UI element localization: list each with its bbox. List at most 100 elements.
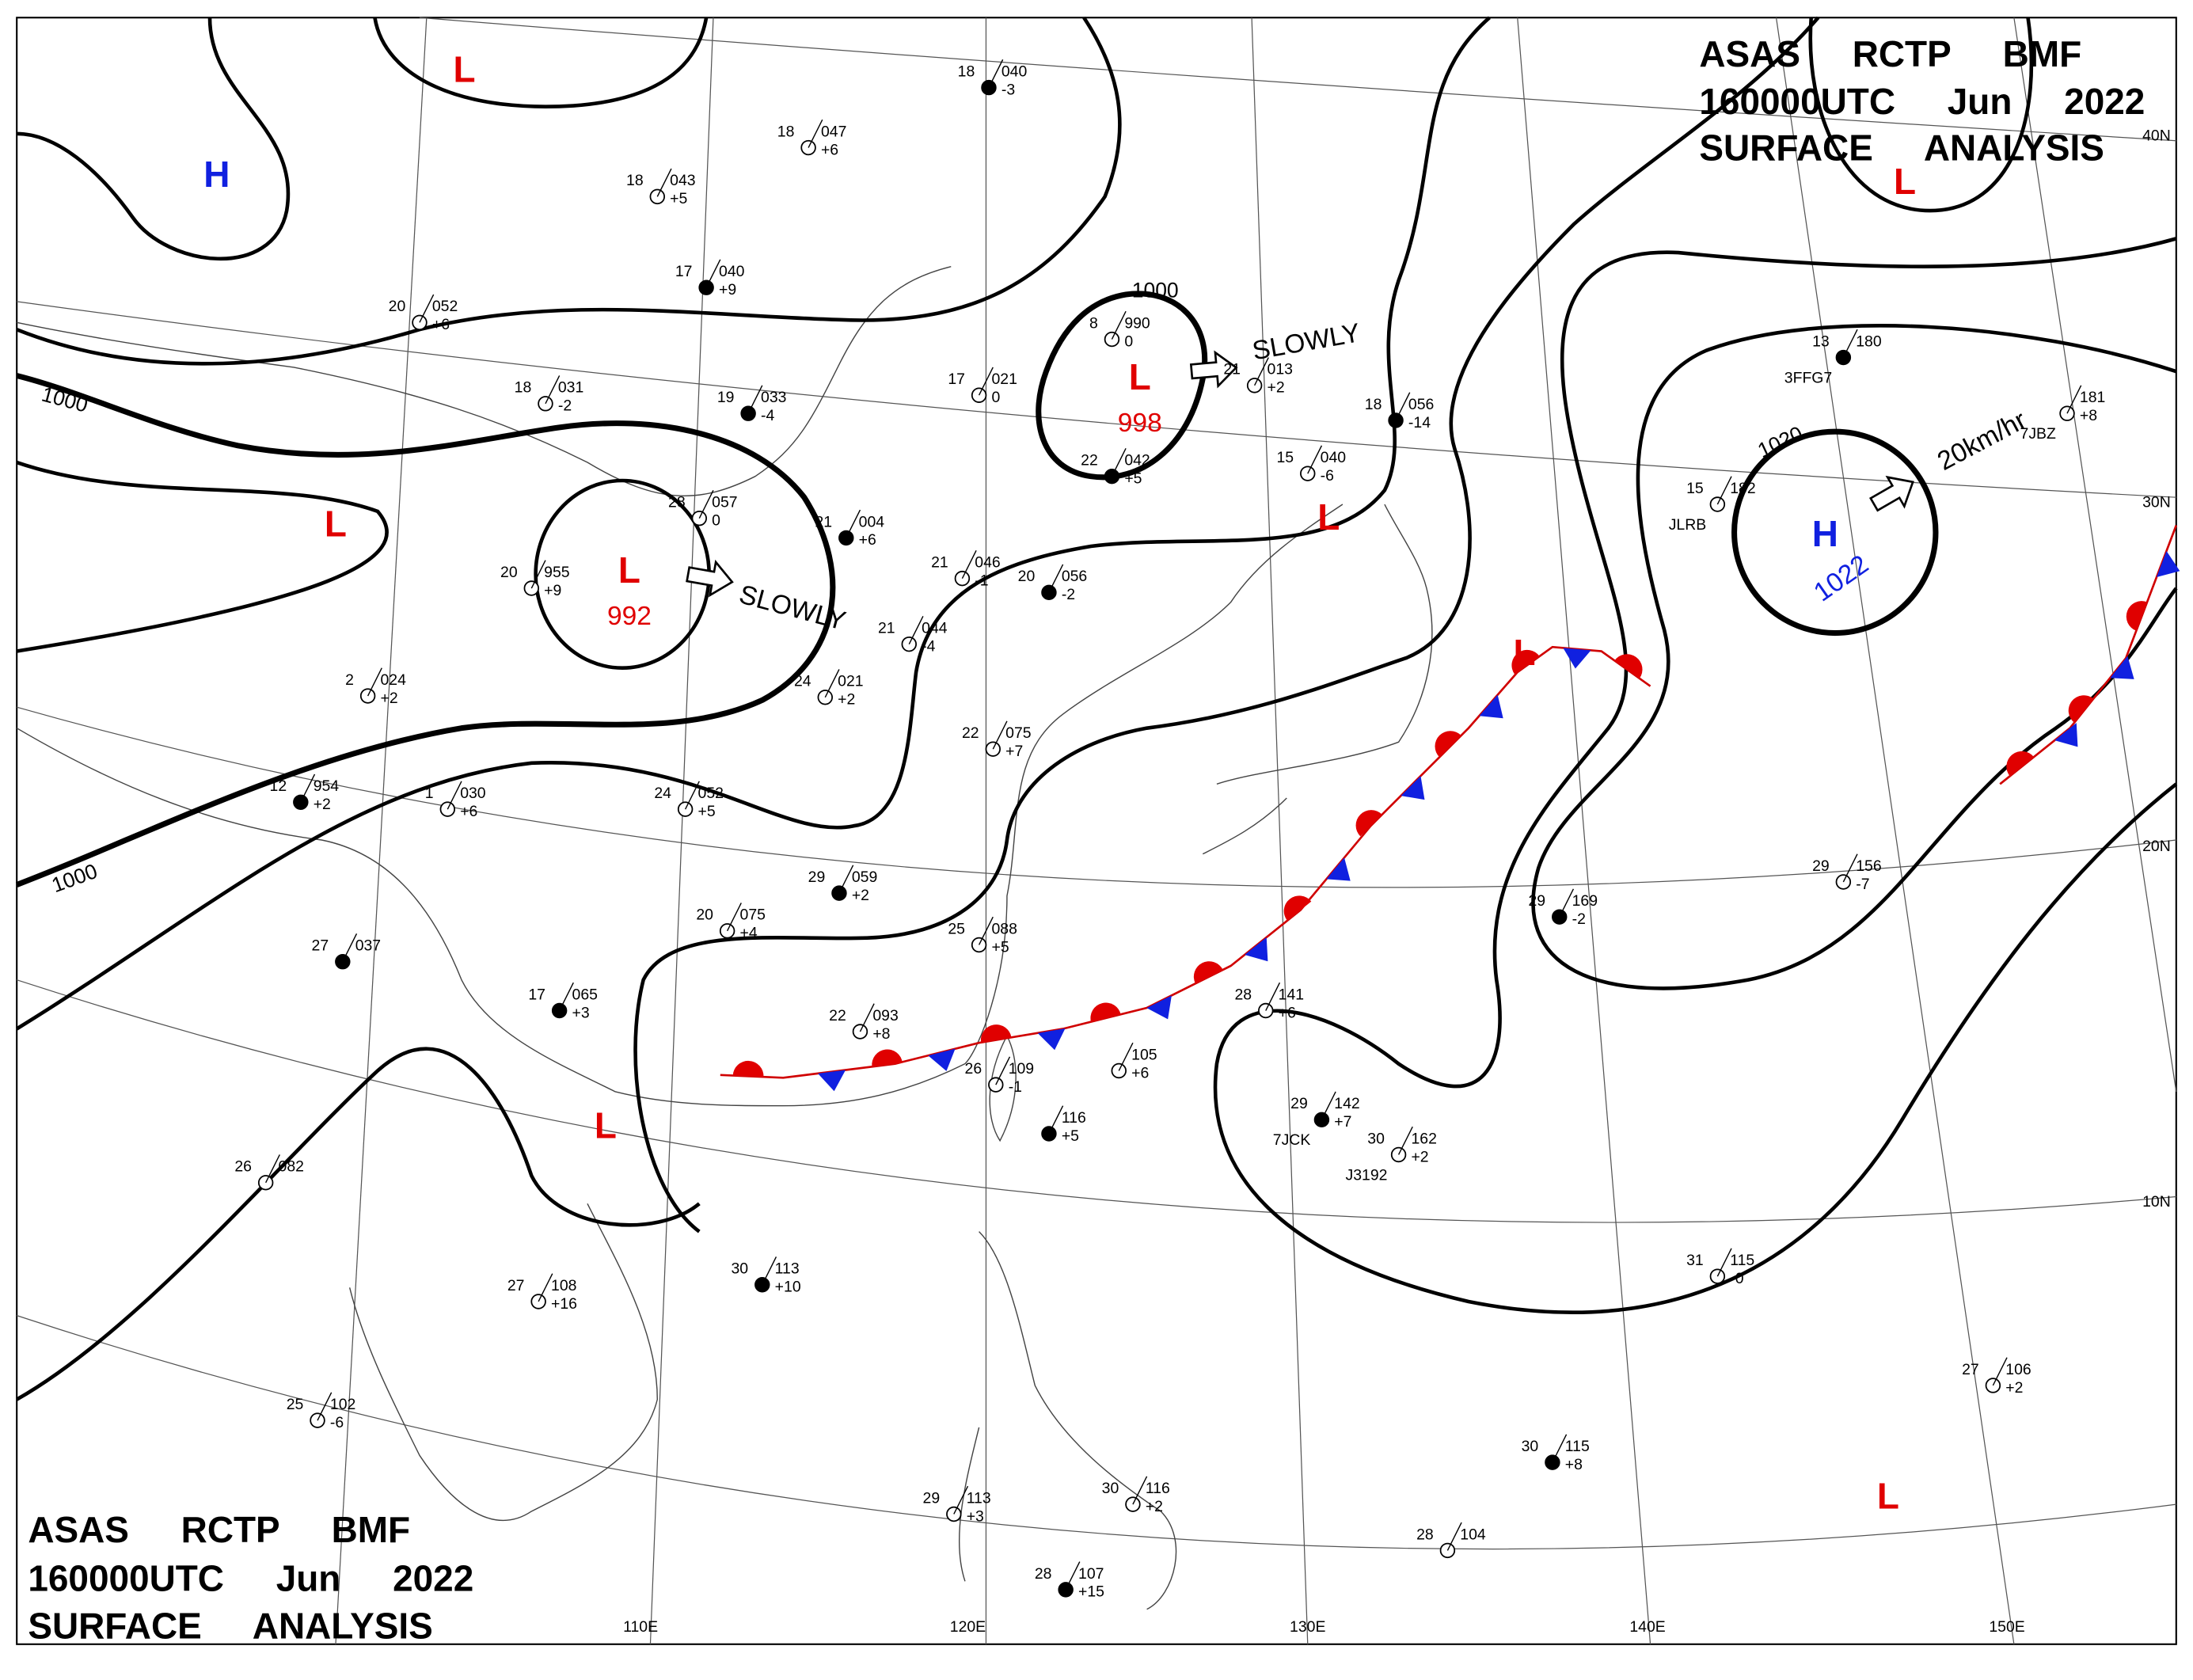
- isobar: [633, 16, 1820, 1233]
- longitude-label: 140E: [1629, 1618, 1665, 1636]
- wind-barb: [1559, 888, 1575, 918]
- station-tendency: +10: [775, 1279, 801, 1296]
- coastline: [16, 504, 1344, 1107]
- station-pressure: 037: [355, 937, 381, 955]
- wind-barb: [530, 560, 546, 589]
- station-plot: 21 044-4: [878, 616, 948, 656]
- station-temperature: 21: [815, 513, 833, 530]
- station-tendency: +8: [1565, 1456, 1583, 1473]
- station-plot: 25 102-6: [287, 1392, 355, 1431]
- station-pressure: 105: [1131, 1046, 1157, 1063]
- station-temperature: 20: [696, 907, 713, 924]
- wind-barb: [1048, 1105, 1064, 1135]
- coastline: [348, 1203, 659, 1521]
- station-temperature: 30: [1367, 1130, 1385, 1147]
- station-temperature: 18: [958, 63, 975, 80]
- station-tendency: +2: [1411, 1148, 1428, 1165]
- header-line: 160000UTC Jun 2022: [1699, 81, 2145, 122]
- station-temperature: 2: [345, 671, 354, 689]
- station-plot: 15 040-6: [1276, 445, 1346, 485]
- coastline: [989, 1034, 1017, 1142]
- wind-barb: [367, 667, 382, 697]
- station-tendency: +6: [1279, 1004, 1296, 1021]
- wind-barb: [698, 490, 714, 519]
- station-pressure: 075: [1005, 724, 1031, 742]
- station-plot: 26 082: [234, 1154, 304, 1191]
- system-label: L: [453, 49, 475, 90]
- wind-barb: [705, 259, 721, 288]
- warm-front-symbol: [1090, 1002, 1121, 1022]
- station-plot: 31 115-0: [1686, 1248, 1754, 1287]
- station-circle: [538, 396, 553, 412]
- wind-barb: [538, 1273, 553, 1302]
- system-label: L: [618, 549, 640, 591]
- system-label: L: [325, 504, 347, 545]
- station-plot: 28 107+15: [1035, 1561, 1104, 1601]
- station-temperature: 31: [1686, 1252, 1704, 1269]
- station-plot: 29 156-7: [1812, 853, 1882, 893]
- station-plot: 105+6: [1111, 1042, 1157, 1081]
- station-pressure: 047: [821, 123, 846, 140]
- station-temperature: 21: [931, 554, 948, 572]
- system-pressure: 992: [607, 602, 652, 631]
- station-temperature: 20: [389, 298, 406, 315]
- station-circle: [838, 530, 854, 546]
- station-temperature: 29: [808, 869, 826, 886]
- station-tendency: +15: [1078, 1583, 1104, 1601]
- latitude-label: 40N: [2142, 127, 2171, 145]
- system-label: L: [595, 1104, 617, 1146]
- station-id: 7JCK: [1273, 1131, 1311, 1149]
- isobars: [15, 16, 2178, 1401]
- station-circle: [1300, 466, 1316, 481]
- station-tendency: +5: [992, 938, 1009, 956]
- station-tendency: -4: [761, 407, 774, 424]
- station-tendency: +7: [1005, 743, 1023, 760]
- station-tendency: +6: [821, 141, 838, 158]
- station-tendency: -1: [1009, 1078, 1022, 1096]
- station-tendency: +5: [670, 190, 687, 207]
- header-line: ASAS RCTP BMF: [1699, 33, 2081, 74]
- station-plot: 17 040+9: [675, 259, 745, 298]
- station-temperature: 28: [668, 494, 686, 511]
- cold-front-symbol: [818, 1070, 846, 1092]
- station-plot: 30 162+2 J3192: [1346, 1126, 1437, 1184]
- station-temperature: 1: [425, 785, 434, 802]
- wind-barb: [656, 168, 672, 197]
- cold-front-symbol: [928, 1048, 956, 1071]
- wind-barb: [1111, 448, 1127, 477]
- isobar: [16, 1047, 701, 1401]
- warm-front-symbol: [980, 1024, 1012, 1043]
- station-circle: [981, 79, 997, 96]
- station-pressure: 141: [1279, 986, 1304, 1003]
- wind-barb: [1253, 357, 1269, 386]
- header: ASAS RCTP BMF 160000UTC Jun 2022 SURFACE…: [1699, 33, 2145, 168]
- longitude-label: 120E: [950, 1618, 986, 1636]
- station-plot: 25 088+5: [948, 916, 1017, 956]
- station-temperature: 18: [626, 172, 644, 189]
- station-temperature: 20: [1018, 568, 1036, 585]
- station-temperature: 18: [515, 379, 532, 397]
- station-tendency: +8: [2080, 407, 2097, 424]
- wind-barb: [953, 1485, 969, 1515]
- cold-front-symbol: [1326, 857, 1351, 881]
- station-pressure: 169: [1572, 892, 1598, 910]
- station-circle: [817, 690, 833, 705]
- station-tendency: +2: [2005, 1379, 2023, 1397]
- motion-arrow: [1189, 350, 1238, 389]
- station-plot: 27 106+2: [1962, 1357, 2031, 1397]
- station-pressure: 088: [992, 920, 1017, 937]
- station-pressure: 057: [712, 494, 737, 511]
- station-pressure: 052: [698, 785, 724, 802]
- station-id: 3FFG7: [1784, 369, 1832, 386]
- warm-front-symbol: [872, 1049, 903, 1067]
- station-pressure: 046: [975, 554, 1000, 572]
- parallel: [419, 17, 2176, 142]
- station-temperature: 28: [1234, 986, 1252, 1003]
- station-plot: 27 037: [312, 933, 381, 970]
- station-plot: 29 113+3: [923, 1485, 991, 1525]
- station-tendency: +6: [460, 803, 477, 820]
- station-pressure: 182: [1730, 480, 1755, 497]
- station-tendency: +5: [1062, 1127, 1079, 1145]
- station-plot: 20 056-2: [1018, 564, 1087, 603]
